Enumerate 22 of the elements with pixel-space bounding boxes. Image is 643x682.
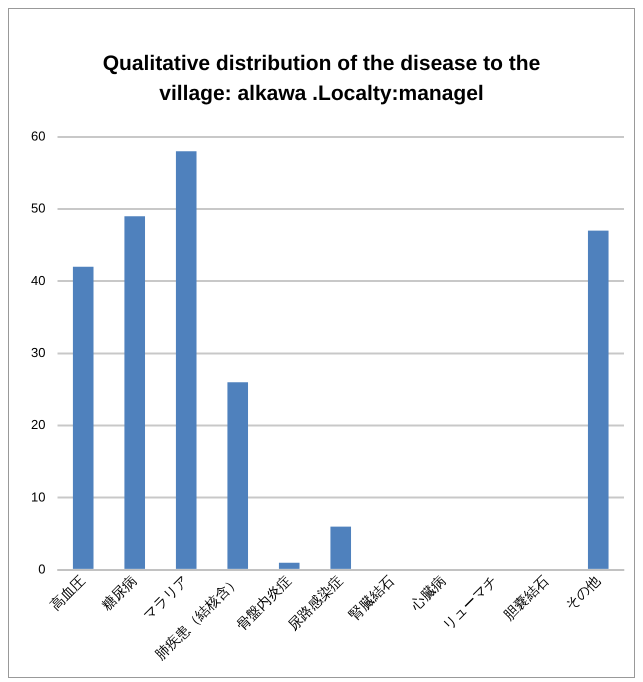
x-tick-label: 心臓病 xyxy=(407,572,450,615)
bar xyxy=(330,526,352,569)
bar xyxy=(588,230,609,569)
bar xyxy=(176,151,197,569)
x-tick-label: 糖尿病 xyxy=(99,572,140,614)
y-tick-label: 10 xyxy=(30,489,46,504)
y-tick-label: 50 xyxy=(30,200,46,216)
x-tick-label: 腎臓結石 xyxy=(346,572,398,624)
x-tick-label: 胆嚢結石 xyxy=(501,572,552,624)
bar xyxy=(124,216,146,569)
bar xyxy=(72,266,94,569)
x-tick-label: マラリア xyxy=(140,572,192,624)
chart-title: Qualitative distribution of the disease to the village: alkawa .Localty:managel xyxy=(102,51,542,107)
y-tick-label: 20 xyxy=(30,417,46,432)
y-tick-label: 40 xyxy=(30,272,46,288)
bar xyxy=(227,382,248,569)
x-tick-label: その他 xyxy=(562,572,604,614)
y-tick-label: 30 xyxy=(30,344,46,360)
bar xyxy=(278,562,300,569)
y-tick-label: 60 xyxy=(30,128,46,144)
y-tick-label: 0 xyxy=(38,562,46,577)
x-tick-label: 高血圧 xyxy=(48,572,89,614)
